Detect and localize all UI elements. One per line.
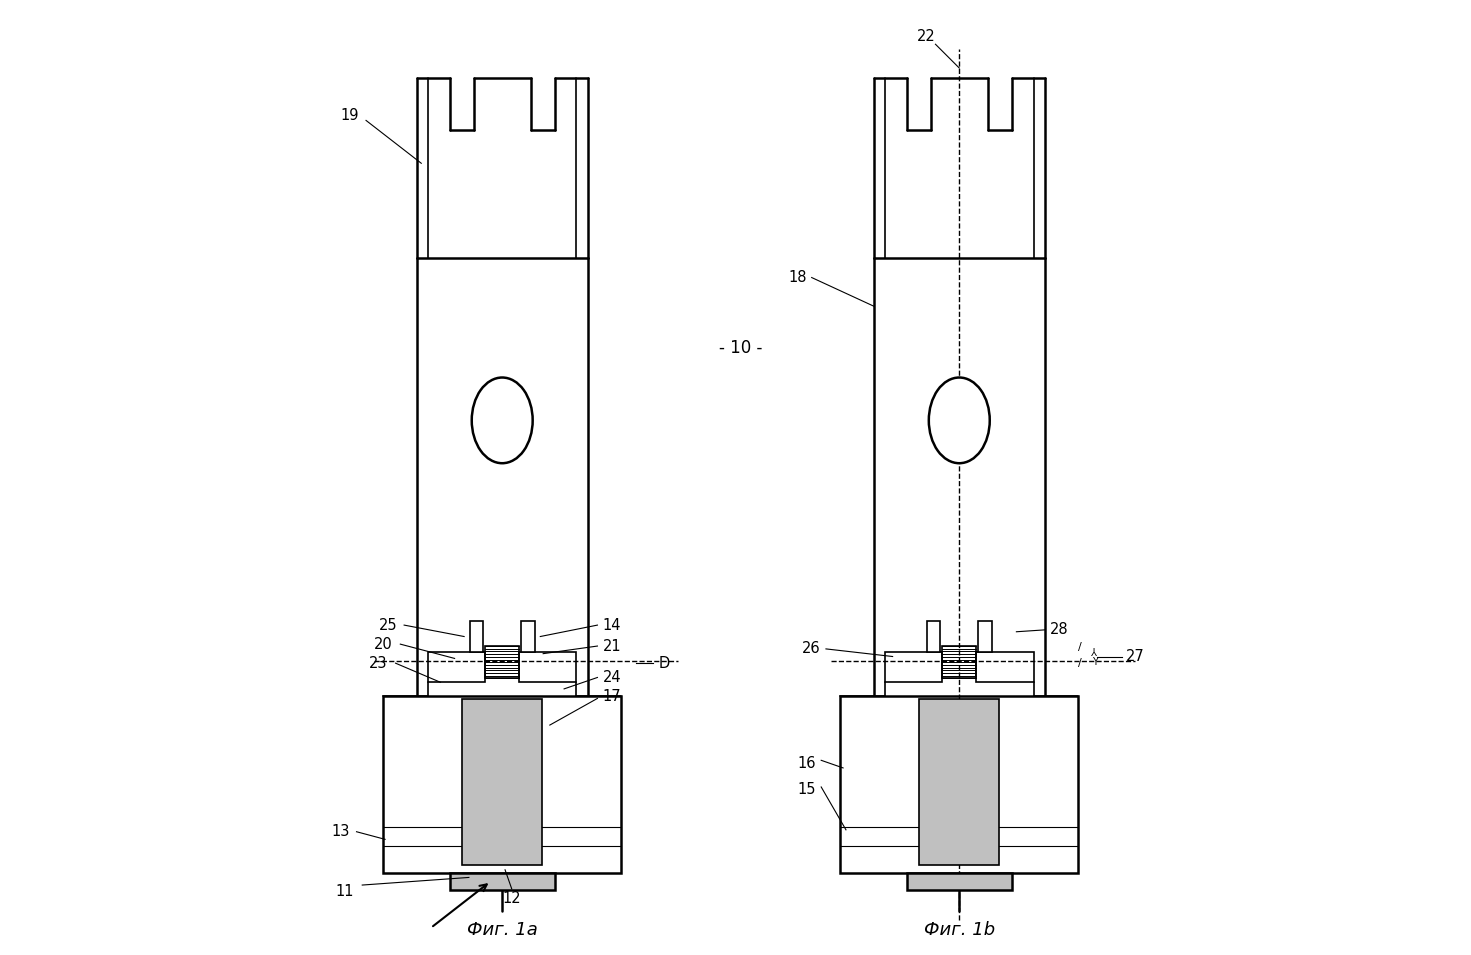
- Bar: [978, 622, 991, 651]
- Text: D: D: [659, 656, 669, 670]
- Bar: [428, 651, 485, 682]
- Text: 19: 19: [341, 108, 359, 123]
- Bar: [941, 646, 977, 678]
- Bar: [519, 651, 577, 682]
- Ellipse shape: [472, 377, 533, 463]
- Text: 13: 13: [331, 824, 350, 839]
- Bar: [382, 695, 621, 873]
- Text: 23: 23: [369, 656, 388, 670]
- Text: 20: 20: [374, 637, 393, 651]
- Text: 24: 24: [603, 670, 621, 685]
- Text: /: /: [1078, 658, 1083, 668]
- Bar: [521, 622, 534, 651]
- Text: 18: 18: [788, 270, 806, 285]
- Bar: [469, 622, 482, 651]
- Text: Y: Y: [1093, 644, 1099, 654]
- Bar: [840, 695, 1078, 873]
- Text: 15: 15: [797, 782, 816, 797]
- Text: /: /: [1078, 642, 1083, 652]
- Text: 16: 16: [797, 755, 816, 771]
- Ellipse shape: [928, 377, 990, 463]
- Text: 21: 21: [603, 639, 621, 653]
- Text: 14: 14: [603, 618, 621, 632]
- Bar: [977, 651, 1034, 682]
- Bar: [908, 873, 1012, 890]
- Bar: [462, 699, 543, 865]
- Text: 27: 27: [1127, 649, 1144, 664]
- Text: 26: 26: [802, 642, 821, 656]
- Text: Фиг. 1b: Фиг. 1b: [924, 921, 994, 939]
- Bar: [886, 651, 941, 682]
- Text: Y: Y: [1093, 657, 1099, 668]
- Text: 28: 28: [1050, 623, 1068, 637]
- Text: 22: 22: [916, 29, 936, 44]
- Bar: [450, 873, 555, 890]
- Bar: [485, 646, 519, 678]
- Text: 11: 11: [335, 884, 355, 900]
- Text: Фиг. 1a: Фиг. 1a: [466, 921, 537, 939]
- Bar: [927, 622, 940, 651]
- Bar: [919, 699, 999, 865]
- Text: 12: 12: [503, 891, 521, 906]
- Text: 25: 25: [378, 618, 397, 632]
- Text: 17: 17: [603, 689, 621, 704]
- Text: - 10 -: - 10 -: [718, 339, 762, 357]
